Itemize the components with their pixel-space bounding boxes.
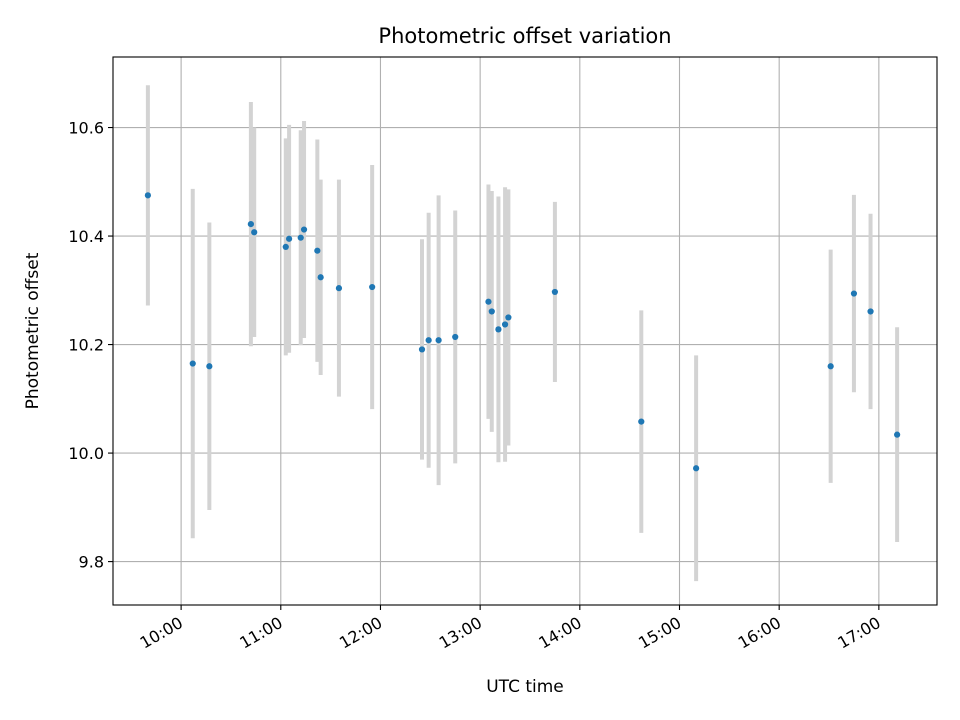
data-point — [505, 314, 512, 321]
data-point — [418, 346, 426, 353]
data-points — [144, 192, 901, 472]
data-point — [369, 283, 376, 291]
data-point — [425, 337, 432, 344]
data-point — [317, 274, 324, 281]
data-point — [551, 288, 559, 296]
data-point — [850, 290, 858, 297]
y-tick-label: 9.8 — [79, 553, 104, 572]
data-point — [247, 221, 254, 228]
grid — [113, 57, 937, 605]
data-point — [300, 226, 308, 233]
data-point — [693, 465, 700, 472]
data-point — [335, 285, 343, 292]
data-point — [894, 431, 901, 438]
data-point — [251, 229, 258, 236]
data-point — [435, 337, 442, 344]
data-point — [285, 235, 293, 242]
data-point — [501, 321, 509, 328]
y-axis: 9.8 10.0 10.2 10.4 10.6 — [68, 119, 113, 572]
data-point — [206, 363, 213, 370]
chart-title: Photometric offset variation — [378, 24, 671, 48]
data-point — [495, 326, 502, 333]
data-point — [488, 308, 495, 315]
data-point — [189, 360, 196, 367]
data-point — [827, 363, 834, 370]
y-axis-title: Photometric offset — [23, 252, 43, 409]
data-point — [144, 192, 151, 199]
y-tick-label: 10.2 — [68, 336, 104, 355]
plot-frame — [112, 56, 938, 606]
y-tick-label: 10.0 — [68, 444, 104, 463]
y-tick-label: 10.4 — [68, 227, 104, 246]
data-point — [485, 298, 492, 305]
data-point — [452, 333, 459, 341]
data-point — [297, 234, 304, 241]
data-point — [867, 308, 874, 315]
data-point — [638, 418, 645, 425]
data-point — [314, 247, 321, 254]
x-axis-title: UTC time — [486, 677, 564, 697]
y-tick-label: 10.6 — [68, 119, 104, 138]
data-point — [282, 243, 289, 251]
